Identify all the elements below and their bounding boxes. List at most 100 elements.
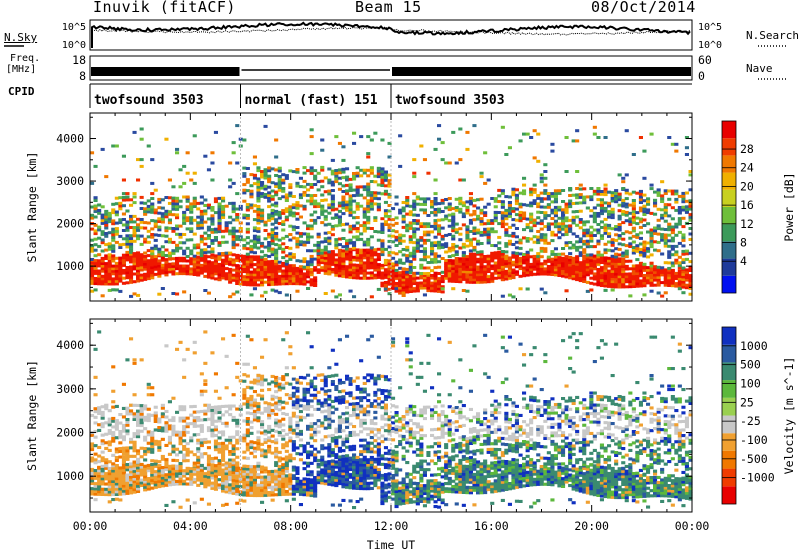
- power-cell: [238, 238, 243, 242]
- velocity-cell: [228, 413, 233, 417]
- power-cell: [472, 218, 477, 222]
- power-cell: [175, 256, 180, 260]
- power-cell: [614, 277, 619, 281]
- power-cell: [394, 276, 399, 280]
- power-cell: [500, 255, 505, 259]
- power-cell: [419, 197, 424, 201]
- velocity-cell: [160, 471, 165, 475]
- power-cell: [561, 247, 566, 250]
- power-cell: [175, 199, 180, 203]
- power-cell: [203, 154, 208, 158]
- velocity-cell: [97, 492, 102, 496]
- power-cell: [638, 189, 643, 193]
- velocity-cell: [153, 428, 158, 432]
- velocity-cell: [143, 480, 148, 484]
- velocity-cell: [185, 430, 190, 434]
- power-cell: [263, 260, 268, 264]
- power-cell: [167, 218, 172, 222]
- power-cell: [479, 273, 484, 276]
- power-cell: [603, 259, 608, 262]
- power-cell: [465, 280, 470, 284]
- velocity-cell: [164, 429, 169, 433]
- power-cell: [628, 236, 633, 240]
- power-cell: [302, 265, 307, 269]
- velocity-cell: [206, 406, 211, 410]
- power-cell: [270, 282, 275, 286]
- power-cell: [468, 202, 473, 206]
- power-cell: [337, 271, 342, 275]
- power-cell: [621, 259, 626, 263]
- velocity-cell: [252, 446, 257, 450]
- power-cell: [164, 263, 169, 267]
- power-cell: [568, 194, 573, 197]
- power-cell: [376, 265, 381, 269]
- power-cell: [674, 200, 679, 204]
- power-cell: [309, 270, 314, 274]
- power-cell: [525, 273, 530, 277]
- power-cell: [242, 254, 247, 258]
- power-cell: [295, 279, 300, 283]
- power-cell: [667, 266, 672, 270]
- power-cell: [607, 261, 612, 265]
- power-cell: [348, 263, 353, 267]
- velocity-cell: [224, 479, 229, 483]
- power-cell: [649, 245, 654, 249]
- power-cell: [341, 145, 346, 149]
- power-cell: [323, 261, 328, 265]
- power-cell: [635, 244, 640, 248]
- power-cell: [366, 266, 371, 270]
- power-cell: [642, 293, 647, 297]
- power-cell: [288, 264, 293, 268]
- power-cell: [660, 200, 665, 203]
- power-cell: [104, 212, 109, 216]
- power-cell: [419, 281, 424, 285]
- power-cell: [231, 207, 236, 211]
- power-cell: [185, 246, 190, 250]
- power-cell: [125, 258, 130, 262]
- velocity-cell: [104, 432, 109, 436]
- power-cell: [90, 274, 95, 278]
- power-cell: [263, 223, 268, 227]
- power-cell: [90, 281, 95, 285]
- power-colorbar-label: 20: [740, 179, 754, 193]
- power-cell: [444, 214, 449, 218]
- power-cell: [553, 225, 558, 229]
- power-cell: [599, 237, 604, 240]
- power-cell: [483, 257, 488, 261]
- power-cell: [599, 192, 604, 196]
- power-cell: [369, 248, 374, 252]
- power-cell: [681, 270, 686, 274]
- power-cell: [164, 137, 169, 141]
- velocity-cell: [231, 484, 236, 488]
- velocity-cell: [93, 458, 98, 462]
- power-cell: [387, 223, 392, 227]
- power-cell: [398, 266, 403, 270]
- power-cell: [617, 277, 622, 281]
- velocity-cell: [224, 485, 229, 489]
- velocity-cell: [249, 470, 254, 474]
- power-cell: [614, 200, 619, 204]
- velocity-cell: [203, 472, 208, 476]
- power-cell: [231, 229, 236, 233]
- velocity-cell: [146, 450, 151, 454]
- power-cell: [387, 181, 392, 185]
- velocity-cell: [136, 489, 141, 493]
- power-cell: [426, 230, 431, 234]
- power-cell: [206, 275, 211, 279]
- velocity-cell: [121, 452, 126, 456]
- power-cell: [575, 245, 580, 249]
- power-cell: [479, 242, 484, 245]
- velocity-cell: [221, 404, 226, 408]
- power-cell: [93, 204, 98, 208]
- power-cell: [284, 277, 289, 281]
- velocity-cell: [221, 489, 226, 493]
- power-cell: [391, 218, 396, 222]
- power-cell: [341, 259, 346, 263]
- power-cell: [118, 271, 123, 275]
- power-cell: [536, 262, 541, 266]
- velocity-cell: [146, 479, 151, 483]
- power-cell: [309, 128, 314, 132]
- power-cell: [235, 271, 240, 275]
- power-cell: [337, 274, 342, 278]
- power-cell: [199, 240, 204, 244]
